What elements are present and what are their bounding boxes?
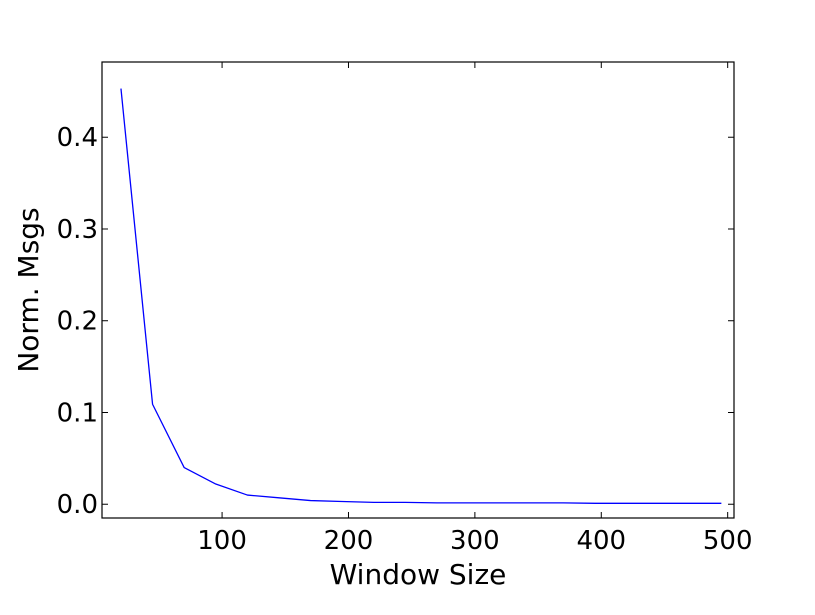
tick-labels-layer: 100 200 300 400 500 0.0 0.1 0.2 0.3 0.4 — [57, 123, 753, 556]
y-tick-label: 0.3 — [57, 215, 98, 245]
y-tick-label: 0.0 — [57, 490, 98, 520]
x-tick-label: 100 — [197, 526, 247, 556]
y-axis-label: Norm. Msgs — [12, 207, 45, 372]
plot-frame — [101, 61, 735, 519]
x-tick-label: 400 — [576, 526, 626, 556]
ticks-layer — [102, 62, 734, 518]
y-tick-label: 0.2 — [57, 307, 98, 337]
x-tick-label: 300 — [450, 526, 500, 556]
x-axis-label: Window Size — [330, 558, 507, 591]
plot-background — [102, 62, 734, 518]
series-line — [120, 88, 722, 504]
x-tick-label: 500 — [703, 526, 753, 556]
y-tick-label: 0.1 — [57, 398, 98, 428]
series-layer — [120, 88, 722, 504]
y-tick-label: 0.4 — [57, 123, 98, 153]
x-tick-label: 200 — [324, 526, 374, 556]
